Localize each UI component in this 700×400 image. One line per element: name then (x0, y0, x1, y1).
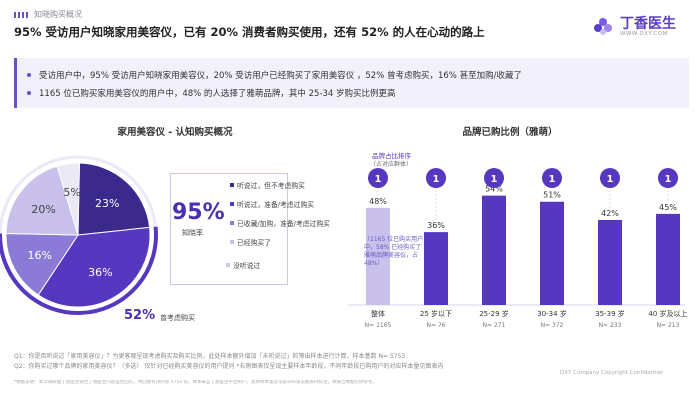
legend-label: 已收藏/加购，准备/考虑过购买 (237, 220, 330, 228)
rank-badge-label: 1 (665, 174, 672, 185)
flower-logo-icon (594, 18, 612, 35)
pie-legend-item: 已经购买了 (230, 237, 271, 247)
note-q2: Q2：你购买过哪个品牌的家用美容仪？（多选） 仅针对已经购买美容仪的用户提问 *… (14, 363, 444, 370)
bar-value-label: 45% (659, 203, 677, 212)
logo-url: WWW.DXY.COM (620, 31, 668, 37)
bar (656, 213, 680, 305)
consider-arc (0, 226, 158, 315)
rank-badge-label: 1 (549, 174, 556, 185)
bar-annotation: （1165 位已购买用户中，58% 已经购买了雅萌品牌美容仪，占 48%） (364, 236, 424, 267)
bar (482, 195, 506, 305)
pie-slice (77, 162, 151, 236)
pie-slice (5, 165, 79, 236)
rank-badge-label: 1 (607, 174, 614, 185)
rank-badge-label: 1 (375, 174, 382, 185)
awareness-label: 知晓率 (182, 229, 203, 237)
legend-label: 没听说过 (233, 262, 261, 270)
bar-sample-label: N= 372 (541, 322, 564, 329)
legend-swatch-icon (230, 202, 234, 206)
rank-badge (658, 168, 678, 188)
bar-sample-label: N= 1165 (365, 322, 392, 329)
section-tag-label: 知晓购买概况 (34, 10, 82, 19)
note-q1: Q1：你是否听说过「家用美容仪」？为更客观呈现考虑购买及购买比例，此处样本额外增… (14, 353, 406, 360)
bar-category-label: 30-34 岁 (537, 309, 567, 318)
bar-sample-label: N= 213 (657, 322, 680, 329)
bar-category-label: 35-39 岁 (595, 309, 625, 318)
bar (424, 232, 448, 305)
pie-legend-item: 听说过，准备/考虑过购买 (230, 199, 314, 209)
bar-category-label: 40 岁及以上 (648, 309, 687, 318)
bar-value-label: 51% (543, 191, 561, 200)
pie-slice-label: 23% (95, 197, 119, 210)
bar-value-label: 48% (369, 197, 387, 206)
bar-value-label: 36% (427, 221, 445, 230)
consider-value: 52% (124, 308, 156, 323)
summary-box: 受访用户中，95% 受访用户知晓家用美容仪，20% 受访用户已经购买了家用美容仪… (14, 58, 689, 108)
legend-label: 听说过，但不考虑购买 (237, 182, 305, 190)
pie-legend-item: 没听说过 (226, 260, 260, 270)
summary-line-2: 1165 位已购买家用美容仪的用户中，48% 的人选择了雅萌品牌，其中 25-3… (39, 89, 396, 99)
bar-sample-label: N= 271 (483, 322, 506, 329)
bar-value-label: 54% (485, 185, 503, 194)
awareness-value: 95% (172, 200, 225, 225)
bullet-icon (27, 91, 31, 95)
bar-value-label: 42% (601, 209, 619, 218)
rank-label: 品牌占比排序 (372, 152, 411, 160)
bar (540, 201, 564, 305)
bar-sample-label: N= 233 (599, 322, 622, 329)
pie-slice-label: 20% (31, 203, 55, 216)
bar (366, 207, 390, 305)
legend-swatch-icon (230, 183, 234, 187)
pie-legend-item: 听说过，但不考虑购买 (230, 180, 305, 190)
rank-badge (600, 168, 620, 188)
rank-badge (484, 168, 504, 188)
pie-slice-label: 16% (28, 249, 52, 262)
consider-label: 曾考虑购买 (160, 314, 195, 322)
legend-swatch-icon (230, 221, 234, 225)
pie-chart-title: 家用美容仪 - 认知购买概况 (117, 127, 233, 138)
pie-slice (56, 162, 80, 236)
company-copyright: DXY Company Copyright Confidential (560, 370, 663, 376)
bar (598, 219, 622, 305)
legend-swatch-icon (226, 263, 230, 267)
rank-badge-label: 1 (433, 174, 440, 185)
rank-badge (426, 168, 446, 188)
legend-swatch-icon (230, 240, 234, 244)
bar-chart-title: 品牌已购比例（雅萌） (462, 127, 558, 138)
logo-text: 丁香医生 (620, 16, 676, 32)
bar-sample-label: N= 76 (426, 322, 445, 329)
tag-bars-icon (14, 11, 30, 18)
bar-category-label: 25-29 岁 (479, 309, 509, 318)
bar-category-label: 25 岁以下 (420, 309, 452, 318)
pie-slice-label: 36% (88, 266, 112, 279)
page-headline: 95% 受访用户知晓家用美容仪，已有 20% 消费者购买使用，还有 52% 的人… (14, 25, 485, 39)
pie-chart: 23% 36% 16% 20% 5% (0, 155, 158, 315)
rank-badge (542, 168, 562, 188)
pie-slice (37, 226, 151, 308)
legend-label: 已经购买了 (237, 239, 271, 247)
logo: 丁香医生 WWW.DXY.COM (592, 16, 676, 38)
pie-slice-label: 5% (63, 186, 80, 199)
summary-line-1: 受访用户中，95% 受访用户知晓家用美容仪，20% 受访用户已经购买了家用美容仪… (39, 71, 522, 81)
rank-badge-label: 1 (491, 174, 498, 185)
pie-legend-item: 已收藏/加购，准备/考虑过购买 (230, 218, 330, 228)
footer-note: *数据说明：本次调研由丁香医生联合丁香医生内容运营团队，共回收有效问卷 5753… (14, 380, 378, 385)
pie-slice (5, 233, 79, 296)
bar-category-label: 整体 (371, 309, 385, 318)
rank-badge (368, 168, 388, 188)
legend-label: 听说过，准备/考虑过购买 (237, 201, 315, 209)
rank-sub-label: （占对应群体） (370, 161, 413, 168)
bullet-icon (27, 73, 31, 77)
section-tag: 知晓购买概况 (14, 9, 82, 20)
